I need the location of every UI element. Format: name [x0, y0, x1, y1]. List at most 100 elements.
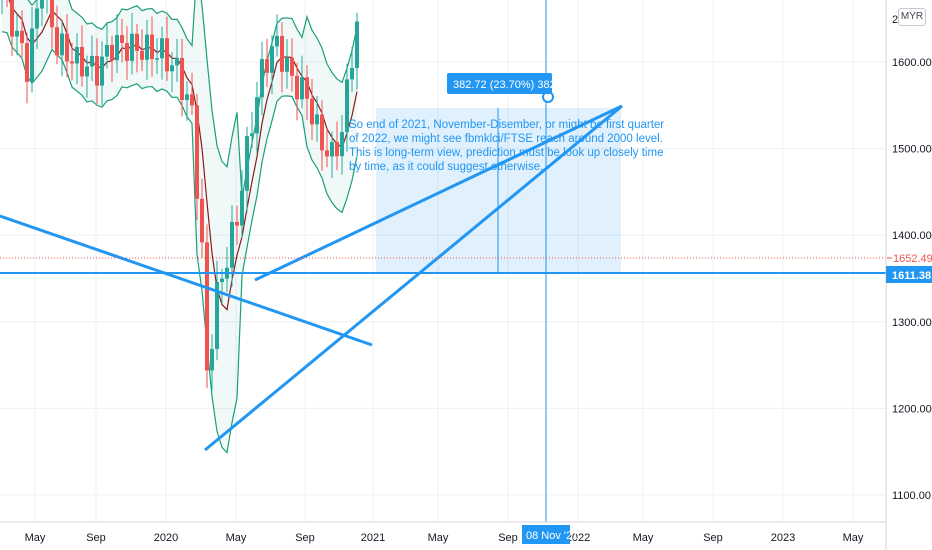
annotation-line-3: This is long-term view, prediction must …: [349, 147, 663, 159]
candle-body: [90, 55, 94, 67]
candle-body: [135, 33, 139, 51]
annotation-text[interactable]: So end of 2021, November-Disember, or mi…: [349, 119, 664, 173]
candle-body: [215, 282, 219, 349]
x-tick-label: 2020: [154, 532, 178, 544]
upper-band: [27, 0, 358, 199]
candle-body: [205, 242, 209, 371]
candle-body: [115, 35, 119, 61]
candle-body: [95, 55, 99, 86]
candle-body: [50, 0, 54, 28]
candle-body: [25, 43, 29, 82]
candle-body: [285, 57, 289, 72]
candle-body: [280, 35, 284, 72]
candle-body: [330, 142, 334, 157]
candle-body: [265, 59, 269, 73]
y-tick-partial: 2: [892, 14, 898, 26]
x-axis-ticks: May Sep 2020 May Sep 2021 May Sep 2022 May Sep 2023…: [25, 532, 864, 544]
candle-body: [305, 77, 309, 99]
candle-body: [345, 79, 349, 133]
candle-body: [150, 34, 154, 60]
candle-body: [60, 33, 64, 56]
x-tick-label: 2022: [566, 532, 590, 544]
candle-body: [270, 46, 274, 73]
candle-body: [310, 98, 314, 125]
candle-body: [290, 57, 294, 76]
candle-body: [120, 35, 124, 43]
candle-body: [245, 136, 249, 191]
candle-body: [230, 221, 234, 268]
candle-body: [250, 133, 254, 137]
svg-text:08 Nov '21: 08 Nov '21: [526, 530, 578, 542]
x-tick-label: May: [226, 532, 247, 544]
candle-body: [55, 27, 59, 56]
rising-support-trendline[interactable]: [204, 104, 623, 452]
candle-body: [255, 97, 259, 134]
candle-body: [220, 278, 224, 283]
svg-text:1611.38: 1611.38: [892, 270, 931, 282]
candle-body: [30, 28, 34, 82]
x-tick-label: 2023: [771, 532, 795, 544]
lower-band: [1, 31, 358, 454]
candle-body: [35, 8, 39, 29]
candle-body: [295, 75, 299, 100]
candle-body: [100, 56, 104, 86]
svg-text:382.72 (23.70%) 38277: 382.72 (23.70%) 38277: [453, 79, 568, 91]
x-tick-label: Sep: [498, 532, 518, 544]
y-tick-label: 1300.00: [892, 317, 932, 329]
candle-body: [170, 65, 174, 72]
candle-body: [325, 150, 329, 157]
annotation-line-4: by time, as it could suggest otherwise.: [349, 161, 543, 173]
candle-body: [80, 46, 84, 77]
candle-body: [85, 66, 89, 77]
x-tick-label: Sep: [703, 532, 723, 544]
crosshair-date-tag: 08 Nov '21: [522, 525, 578, 544]
y-tick-label: 1500.00: [892, 144, 932, 156]
candle-body: [300, 77, 304, 100]
candle-body: [260, 59, 264, 98]
candle-body: [275, 35, 279, 47]
x-tick-label: Sep: [86, 532, 106, 544]
candle-body: [240, 190, 244, 226]
candle-body: [185, 94, 189, 100]
candle-body: [20, 30, 24, 44]
x-tick-label: May: [25, 532, 46, 544]
band-fill: [2, 0, 357, 453]
annotation-line-1: So end of 2021, November-Disember, or mi…: [349, 119, 664, 131]
candle-body: [315, 114, 319, 125]
moving-average: [8, 0, 358, 311]
candle-body: [75, 46, 79, 64]
candle-body: [65, 33, 69, 62]
candle-body: [235, 221, 239, 226]
down-trendline[interactable]: [0, 214, 373, 347]
y-tick-label: 1600.00: [892, 57, 932, 69]
candle-body: [70, 61, 74, 64]
candle-body: [165, 38, 169, 72]
candle-body: [340, 132, 344, 157]
y-axis-ticks: 1100.00 1200.00 1300.00 1400.00 1500.00 1600.…: [892, 57, 932, 502]
candle-body: [355, 21, 359, 69]
candle-body: [210, 348, 214, 371]
candle-body: [175, 57, 179, 66]
upper-channel-trendline[interactable]: [254, 104, 623, 282]
y-tick-label: 1400.00: [892, 230, 932, 242]
candle-body: [335, 142, 339, 157]
candle-body: [105, 44, 109, 57]
candle-body: [195, 105, 199, 199]
candle-body: [320, 114, 324, 151]
candle-body: [155, 58, 159, 60]
candle-body: [110, 44, 114, 61]
annotation-line-2: of 2022, we might see fbmklci/FTSE reach…: [349, 133, 663, 145]
y-tick-label: 1200.00: [892, 403, 932, 415]
trendline-drawings[interactable]: [0, 0, 886, 522]
candle-body: [125, 42, 129, 61]
candle-body: [15, 30, 19, 37]
candle-body: [140, 50, 144, 60]
candle-body: [145, 34, 149, 60]
bollinger-bands: [1, 0, 358, 454]
candle-body: [160, 38, 164, 59]
measure-label: 382.72 (23.70%) 38277: [447, 73, 568, 94]
horizontal-line-price-tag: 1611.38: [886, 266, 932, 283]
currency-badge[interactable]: MYR: [898, 8, 926, 26]
x-tick-label: May: [843, 532, 864, 544]
